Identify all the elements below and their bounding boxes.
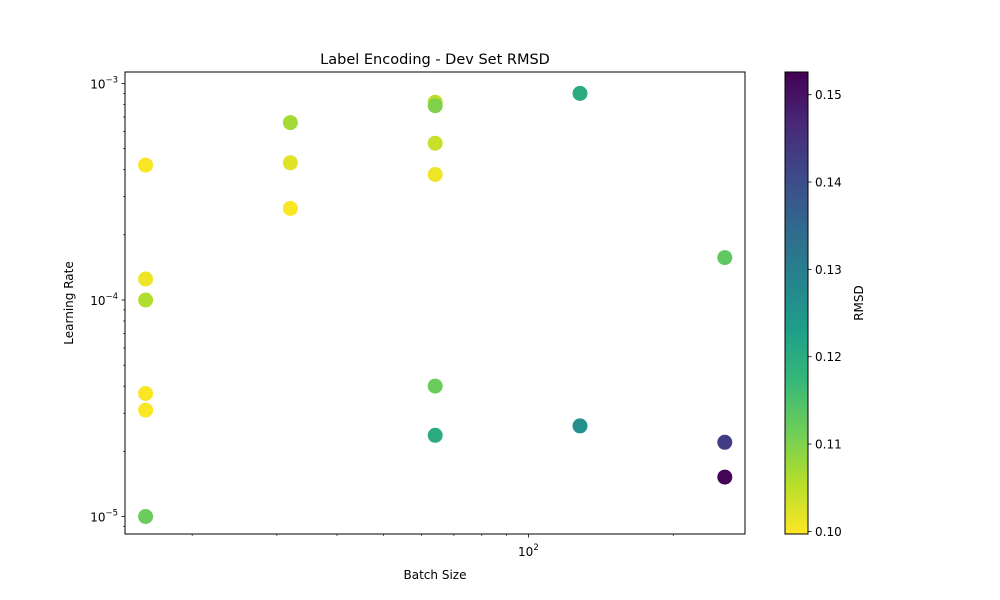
scatter-point bbox=[717, 469, 733, 485]
colorbar-tick-label: 0.14 bbox=[815, 176, 842, 190]
y-tick-label: 10−5 bbox=[90, 508, 118, 524]
scatter-point bbox=[282, 115, 298, 131]
y-tick-label: 10−4 bbox=[90, 292, 118, 308]
scatter-point bbox=[427, 427, 443, 443]
colorbar-label: RMSD bbox=[852, 285, 866, 321]
y-axis-label: Learning Rate bbox=[62, 261, 76, 344]
scatter-point bbox=[138, 509, 154, 524]
scatter-point bbox=[138, 402, 154, 418]
scatter-point bbox=[138, 271, 154, 287]
scatter-point bbox=[138, 157, 154, 173]
scatter-point bbox=[282, 200, 298, 216]
scatter-point bbox=[717, 250, 733, 266]
colorbar-gradient bbox=[784, 71, 809, 535]
scatter-point bbox=[427, 98, 443, 114]
x-axis-label: Batch Size bbox=[404, 568, 467, 582]
plot-area bbox=[138, 85, 733, 524]
chart-title: Label Encoding - Dev Set RMSD bbox=[320, 52, 550, 68]
colorbar-tick-label: 0.11 bbox=[815, 438, 842, 452]
colorbar-tick-label: 0.13 bbox=[815, 263, 842, 277]
scatter-point bbox=[427, 378, 443, 394]
scatter-point bbox=[717, 434, 733, 450]
scatter-point bbox=[138, 292, 154, 308]
colorbar-tick-label: 0.15 bbox=[815, 88, 842, 102]
y-tick-label: 10−3 bbox=[90, 75, 118, 91]
scatter-point bbox=[572, 85, 588, 101]
scatter-point bbox=[282, 155, 298, 171]
x-axis: 102 bbox=[191, 534, 674, 559]
colorbar-axis: 0.10 0.11 0.12 0.13 0.14 0.15 bbox=[808, 88, 842, 539]
x-tick-label: 102 bbox=[518, 543, 539, 559]
scatter-point bbox=[427, 167, 443, 182]
plot-frame bbox=[124, 71, 746, 535]
scatter-point bbox=[427, 135, 443, 151]
colorbar bbox=[784, 71, 809, 535]
colorbar-tick-label: 0.12 bbox=[815, 350, 842, 364]
scatter-point bbox=[138, 386, 154, 401]
y-axis: 10−5 10−4 10−3 bbox=[90, 75, 125, 527]
colorbar-tick-label: 0.10 bbox=[815, 525, 842, 539]
scatter-point bbox=[572, 418, 588, 434]
